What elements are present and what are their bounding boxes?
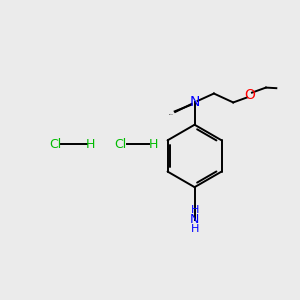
Text: H: H (148, 138, 158, 151)
Text: Cl: Cl (114, 138, 126, 151)
Text: N: N (189, 95, 200, 110)
Text: Cl: Cl (49, 138, 61, 151)
Text: O: O (244, 88, 255, 102)
Text: N: N (190, 213, 199, 226)
Text: methyl: methyl (169, 114, 174, 115)
Text: H: H (190, 205, 199, 215)
Text: H: H (86, 138, 95, 151)
Text: H: H (190, 224, 199, 234)
